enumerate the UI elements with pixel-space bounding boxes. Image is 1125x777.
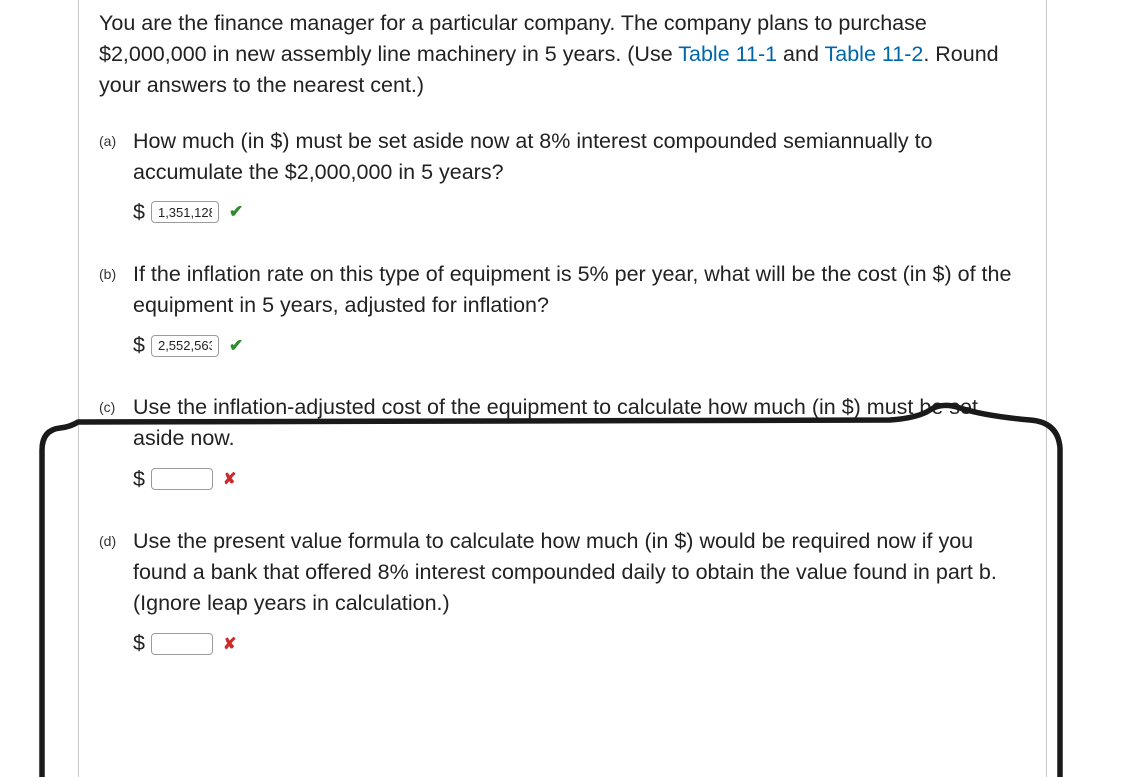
part-d-body: Use the present value formula to calcula… — [133, 526, 1026, 657]
part-a: (a) How much (in $) must be set aside no… — [99, 126, 1026, 225]
intro-text-2: in new assembly line machinery in — [207, 42, 545, 66]
part-a-q4: years? — [433, 160, 504, 184]
part-d-question: Use the present value formula to calcula… — [133, 526, 1026, 620]
part-a-yrs: 5 — [421, 160, 433, 184]
cross-icon: ✘ — [223, 634, 236, 654]
dollar-sign: $ — [133, 333, 145, 358]
link-table-11-1[interactable]: Table 11-1 — [678, 42, 777, 66]
problem-container: You are the finance manager for a partic… — [78, 0, 1047, 777]
check-icon: ✔ — [229, 202, 243, 222]
part-a-answer-row: $ ✔ — [133, 200, 1026, 225]
part-d-rate: 8% — [378, 560, 409, 584]
part-a-rate: 8% — [539, 129, 570, 153]
part-b: (b) If the inflation rate on this type o… — [99, 259, 1026, 358]
part-d-answer-row: $ ✘ — [133, 631, 1026, 656]
part-d-label: (d) — [99, 526, 133, 549]
part-b-question: If the inflation rate on this type of eq… — [133, 259, 1026, 321]
link-table-11-2[interactable]: Table 11-2 — [825, 42, 924, 66]
dollar-sign: $ — [133, 467, 145, 492]
part-c: (c) Use the inflation-adjusted cost of t… — [99, 392, 1026, 491]
check-icon: ✔ — [229, 336, 243, 356]
intro-years: 5 — [545, 42, 557, 66]
part-b-q3: years, adjusted for inflation? — [274, 293, 549, 317]
part-b-rate: 5% — [578, 262, 609, 286]
part-b-yrs: 5 — [262, 293, 274, 317]
part-c-label: (c) — [99, 392, 133, 415]
dollar-sign: $ — [133, 200, 145, 225]
intro-text-3: years. (Use — [557, 42, 678, 66]
problem-intro: You are the finance manager for a partic… — [99, 8, 1026, 102]
part-a-label: (a) — [99, 126, 133, 149]
part-c-answer-row: $ ✘ — [133, 467, 1026, 492]
part-b-answer-row: $ ✔ — [133, 333, 1026, 358]
part-a-body: How much (in $) must be set aside now at… — [133, 126, 1026, 225]
intro-text-1: You are the finance manager for a partic… — [99, 11, 927, 35]
part-b-label: (b) — [99, 259, 133, 282]
part-a-q1: How much (in $) must be set aside now at — [133, 129, 539, 153]
part-c-question: Use the inflation-adjusted cost of the e… — [133, 392, 1026, 454]
dollar-sign: $ — [133, 631, 145, 656]
intro-amount: $2,000,000 — [99, 42, 207, 66]
part-a-question: How much (in $) must be set aside now at… — [133, 126, 1026, 188]
part-d-input[interactable] — [151, 633, 213, 655]
part-b-body: If the inflation rate on this type of eq… — [133, 259, 1026, 358]
part-b-q1: If the inflation rate on this type of eq… — [133, 262, 578, 286]
intro-and: and — [777, 42, 824, 66]
part-a-input[interactable] — [151, 201, 219, 223]
cross-icon: ✘ — [223, 469, 236, 489]
part-d: (d) Use the present value formula to cal… — [99, 526, 1026, 657]
part-c-body: Use the inflation-adjusted cost of the e… — [133, 392, 1026, 491]
part-b-input[interactable] — [151, 335, 219, 357]
part-a-amt: $2,000,000 — [285, 160, 393, 184]
part-a-q3: in — [392, 160, 421, 184]
part-c-input[interactable] — [151, 468, 213, 490]
